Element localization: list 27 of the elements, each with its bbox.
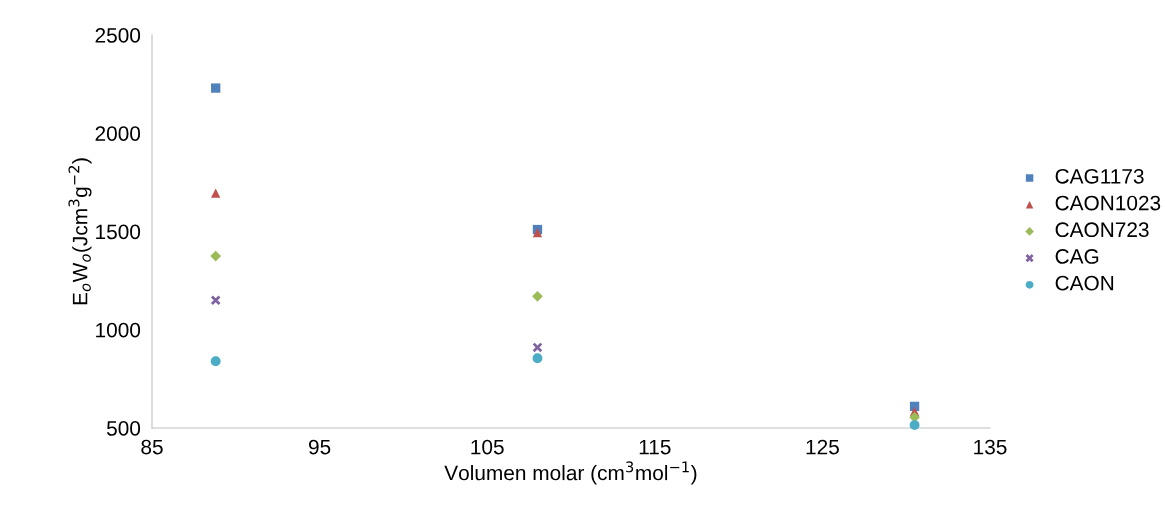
text: E$_{o}$W$_{o}$(Jcm$^{3}$g$^{−2}$)	[68, 158, 92, 305]
point	[210, 295, 221, 306]
point	[210, 250, 222, 262]
x-tick-label: 105	[471, 439, 504, 455]
point	[909, 420, 920, 430]
legend-label: CAG	[1055, 249, 1099, 264]
point	[210, 356, 221, 367]
legend-label: CAG1173	[1055, 168, 1144, 184]
x-tick-label: 125	[806, 439, 839, 455]
y-tick-label: 2500	[95, 28, 141, 43]
x-tick-label: 95	[308, 439, 331, 455]
point	[532, 353, 543, 364]
point	[211, 188, 221, 198]
x-axis-title: Volumen molar (cm$^{3}$mol$^{−1}$)	[444, 461, 697, 485]
legend-label: CAON1023	[1055, 195, 1161, 211]
y-tick-label: 2000	[95, 126, 141, 141]
point	[532, 342, 543, 353]
x-tick-label: 85	[141, 439, 163, 455]
legend-label: CAON	[1055, 275, 1114, 291]
y-tick-label: 1000	[96, 322, 141, 338]
point	[211, 83, 221, 93]
x-tick-label: 135	[974, 439, 1007, 455]
legend-label: CAON723	[1055, 222, 1149, 238]
y-tick-label: 1500	[96, 224, 141, 240]
point	[532, 290, 543, 302]
y-tick-label: 500	[106, 421, 141, 436]
x-tick-label: 115	[639, 439, 671, 455]
